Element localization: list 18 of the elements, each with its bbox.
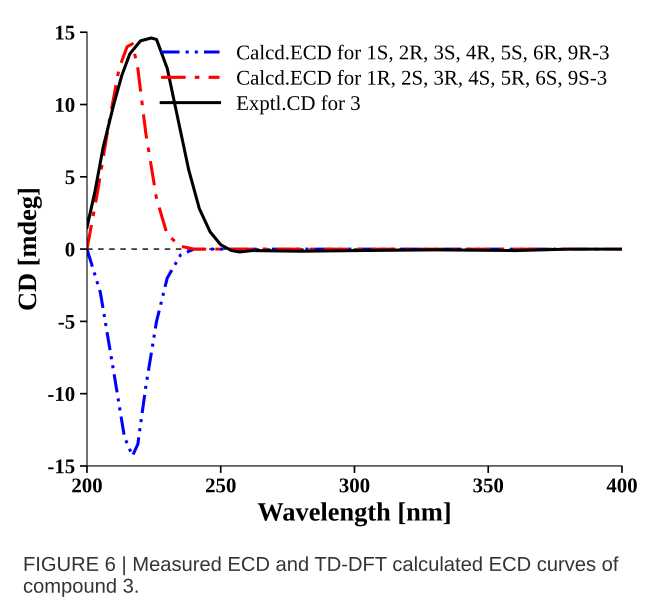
caption: FIGURE 6 | Measured ECD and TD-DFT calculated ECD curves of compound 3. — [24, 556, 618, 597]
y-tick-label: 10 — [56, 98, 74, 112]
y-tick-label: 5 — [66, 170, 74, 184]
y-tick-label: 15 — [56, 26, 74, 40]
y-tick-label: -10 — [48, 387, 74, 402]
x-tick-label: 350 — [473, 478, 504, 492]
legend-label: Calcd.ECD for 1R, 2S, 3R, 4S, 5R, 6S, 9S-3 — [237, 70, 606, 88]
y-tick-label: -15 — [48, 459, 74, 474]
y-axis-title: CD [mdeg] — [18, 189, 42, 310]
x-tick-label: 300 — [340, 478, 370, 492]
x-tick-label: 400 — [606, 478, 637, 492]
x-tick-label: 200 — [72, 478, 102, 492]
legend-label: Calcd.ECD for 1S, 2R, 3S, 4R, 5S, 6R, 9R-3 — [237, 44, 609, 63]
legend-label: Exptl.CD for 3 — [236, 95, 360, 114]
x-tick-label: 250 — [206, 478, 236, 492]
y-tick-label: -5 — [58, 314, 74, 329]
y-tick-label: 0 — [66, 242, 74, 257]
x-axis-title: Wavelength [nm] — [258, 502, 450, 526]
